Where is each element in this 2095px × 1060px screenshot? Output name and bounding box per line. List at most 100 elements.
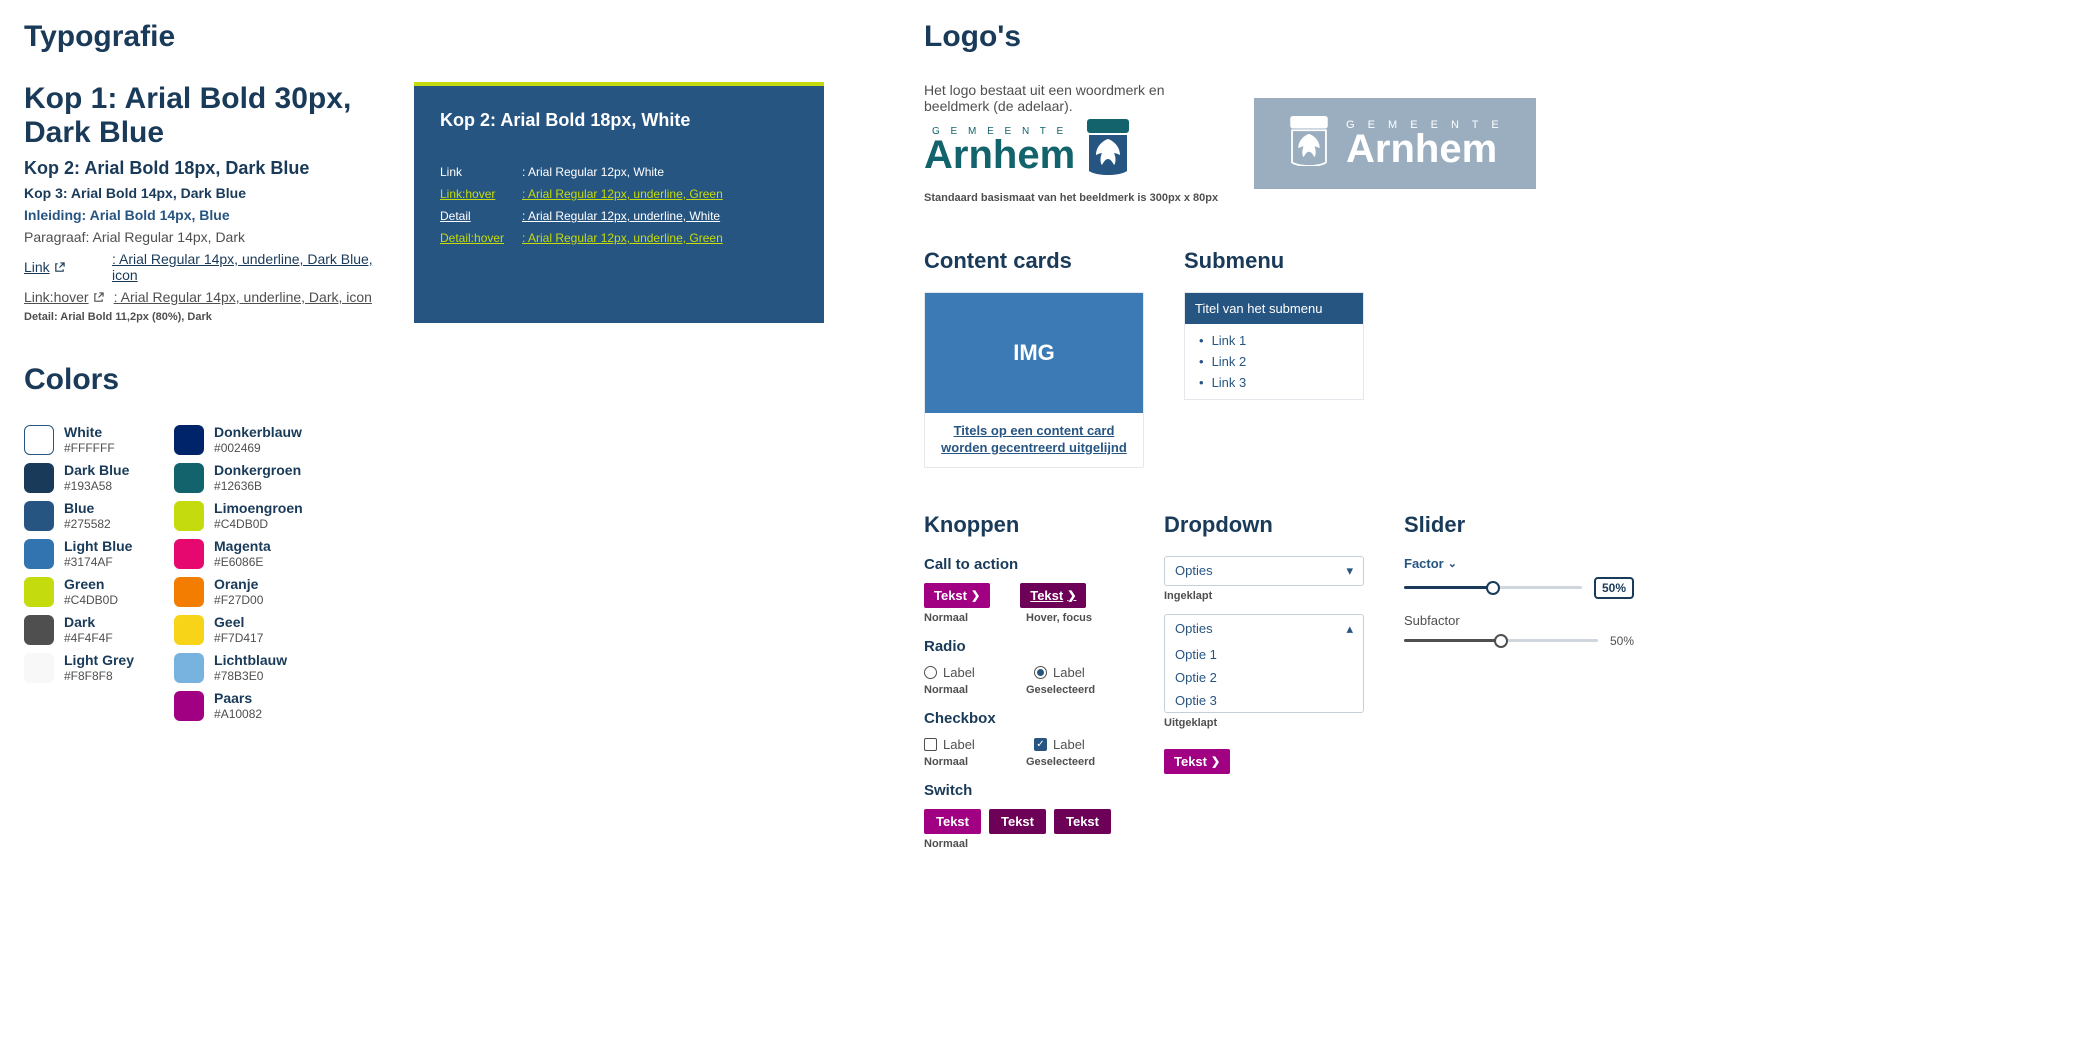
color-swatch: Light Blue#3174AF	[24, 539, 134, 569]
radio-heading: Radio	[924, 638, 1124, 655]
color-swatch: Donkerblauw#002469	[174, 425, 303, 455]
slider-factor-value[interactable]: 50%	[1594, 577, 1634, 599]
chevron-right-icon: ❯	[1211, 755, 1220, 768]
color-swatch: White#FFFFFF	[24, 425, 134, 455]
caption-ges: Geselecteerd	[1026, 756, 1098, 768]
slider-factor-label: Factor	[1404, 556, 1444, 571]
color-swatch: Paars#A10082	[174, 691, 303, 721]
slider-factor[interactable]	[1404, 586, 1582, 589]
dropdown-closed[interactable]: Opties ▾	[1164, 556, 1364, 586]
logo-std-note: Standaard basismaat van het beeldmerk is…	[924, 192, 1224, 204]
color-swatch: Donkergroen#12636B	[174, 463, 303, 493]
chevron-down-icon: ▾	[1346, 563, 1353, 579]
eagle-icon	[1083, 119, 1133, 180]
external-link-icon	[93, 292, 104, 303]
color-swatch: Oranje#F27D00	[174, 577, 303, 607]
logo-primary: G E M E E N T E Arnhem	[924, 114, 1224, 184]
logo-arnhem-text: Arnhem	[1346, 131, 1504, 167]
card-image-placeholder: IMG	[925, 293, 1143, 413]
dark-box: Kop 2: Arial Bold 18px, White Link : Aria…	[414, 82, 824, 323]
cta-heading: Call to action	[924, 556, 1124, 573]
caption-ingeklapt: Ingeklapt	[1164, 590, 1364, 602]
section-knoppen: Knoppen	[924, 512, 1124, 538]
chevron-right-icon: ❯	[1067, 589, 1076, 602]
box-kop2: Kop 2: Arial Bold 18px, White	[440, 110, 798, 131]
dropdown-open[interactable]: Opties▴ Optie 1Optie 2Optie 3	[1164, 614, 1364, 713]
slider-subfactor-label: Subfactor	[1404, 613, 1634, 628]
dropdown-option[interactable]: Optie 2	[1165, 666, 1363, 689]
logo-inverse: G E M E E N T E Arnhem	[1254, 98, 1536, 189]
chevron-up-icon: ▴	[1346, 621, 1353, 637]
checkbox-selected[interactable]: ✓Label	[1034, 737, 1106, 752]
inleiding-sample: Inleiding: Arial Bold 14px, Blue	[24, 207, 386, 223]
section-slider: Slider	[1404, 512, 1634, 538]
box-row-label[interactable]: Detail	[440, 209, 514, 223]
checkbox-unselected[interactable]: Label	[924, 737, 996, 752]
card-title-line2[interactable]: worden gecentreerd uitgelijnd	[937, 440, 1131, 457]
card-title-line1[interactable]: Titels op een content card	[937, 423, 1131, 440]
kop1-sample: Kop 1: Arial Bold 30px, Dark Blue	[24, 82, 386, 150]
switch-off[interactable]: Tekst	[1054, 809, 1111, 834]
paragraaf-sample: Paragraaf: Arial Regular 14px, Dark	[24, 229, 386, 245]
color-swatch: Blue#275582	[24, 501, 134, 531]
caption-normaal: Normaal	[924, 684, 996, 696]
color-swatch: Lichtblauw#78B3E0	[174, 653, 303, 683]
caption-normaal: Normaal	[924, 838, 1124, 850]
tekst-button[interactable]: Tekst❯	[1164, 749, 1230, 774]
slider-subfactor[interactable]	[1404, 639, 1598, 642]
caption-normaal: Normaal	[924, 756, 996, 768]
section-colors: Colors	[24, 363, 824, 397]
submenu-link[interactable]: Link 2	[1185, 351, 1363, 372]
color-swatch: Dark#4F4F4F	[24, 615, 134, 645]
switch-heading: Switch	[924, 782, 1124, 799]
color-swatch: Green#C4DB0D	[24, 577, 134, 607]
switch-off[interactable]: Tekst	[989, 809, 1046, 834]
submenu-link[interactable]: Link 3	[1185, 372, 1363, 393]
chevron-right-icon: ❯	[971, 589, 980, 602]
box-row-value: : Arial Regular 12px, underline, Green	[522, 231, 723, 245]
slider-subfactor-value: 50%	[1610, 634, 1634, 648]
color-swatch: Light Grey#F8F8F8	[24, 653, 134, 683]
color-swatch: Limoengroen#C4DB0D	[174, 501, 303, 531]
logo-arnhem-text: Arnhem	[924, 137, 1075, 173]
external-link-icon	[54, 262, 65, 273]
caption-uitgeklapt: Uitgeklapt	[1164, 717, 1364, 729]
section-content-cards: Content cards	[924, 248, 1144, 274]
color-swatch: Geel#F7D417	[174, 615, 303, 645]
box-row-value: : Arial Regular 12px, underline, Green	[522, 187, 723, 201]
box-row-label[interactable]: Link:hover	[440, 187, 514, 201]
section-typografie: Typografie	[24, 20, 824, 54]
dropdown-option[interactable]: Optie 3	[1165, 689, 1363, 712]
eagle-icon	[1286, 116, 1332, 171]
caption-hover: Hover, focus	[1026, 612, 1098, 624]
radio-unselected[interactable]: Label	[924, 665, 996, 680]
section-logos: Logo's	[924, 20, 2071, 54]
submenu-link[interactable]: Link 1	[1185, 330, 1363, 351]
checkbox-heading: Checkbox	[924, 710, 1124, 727]
switch-on[interactable]: Tekst	[924, 809, 981, 834]
link-sample[interactable]: Link : Arial Regular 14px, underline, Da…	[24, 251, 386, 283]
section-dropdown: Dropdown	[1164, 512, 1364, 538]
kop3-sample: Kop 3: Arial Bold 14px, Dark Blue	[24, 185, 386, 201]
kop2-sample: Kop 2: Arial Bold 18px, Dark Blue	[24, 158, 386, 179]
content-card[interactable]: IMG Titels op een content card worden ge…	[924, 292, 1144, 468]
cta-button-normal[interactable]: Tekst❯	[924, 583, 990, 608]
linkhover-sample[interactable]: Link:hover : Arial Regular 14px, underli…	[24, 289, 386, 305]
cta-button-hover[interactable]: Tekst❯	[1020, 583, 1086, 608]
color-swatch: Magenta#E6086E	[174, 539, 303, 569]
submenu-title: Titel van het submenu	[1185, 293, 1363, 324]
submenu: Titel van het submenu Link 1Link 2Link 3	[1184, 292, 1364, 400]
chevron-down-icon[interactable]: ⌄	[1448, 557, 1457, 570]
caption-ges: Geselecteerd	[1026, 684, 1098, 696]
box-row-label[interactable]: Detail:hover	[440, 231, 514, 245]
box-row-value: : Arial Regular 12px, White	[522, 165, 664, 179]
logo-desc: Het logo bestaat uit een woordmerk en be…	[924, 82, 1224, 114]
box-row-value: : Arial Regular 12px, underline, White	[522, 209, 720, 223]
detail-sample: Detail: Arial Bold 11,2px (80%), Dark	[24, 311, 386, 323]
radio-selected[interactable]: Label	[1034, 665, 1106, 680]
dropdown-option[interactable]: Optie 1	[1165, 643, 1363, 666]
caption-normaal: Normaal	[924, 612, 996, 624]
box-row-label[interactable]: Link	[440, 165, 514, 179]
color-swatch: Dark Blue#193A58	[24, 463, 134, 493]
section-submenu: Submenu	[1184, 248, 1384, 274]
